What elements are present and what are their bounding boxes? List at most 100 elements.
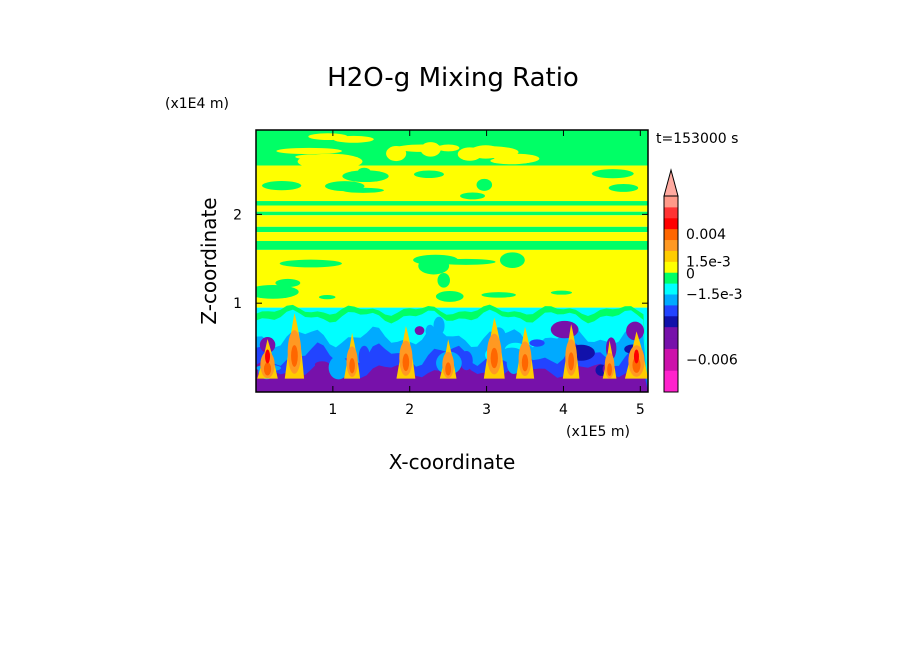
colorbar-segment [664,239,678,251]
colorbar-label: −1.5e-3 [686,287,743,303]
colorbar-segment [664,283,678,295]
colorbar-label: −0.006 [686,352,738,368]
yellow-patch [463,146,519,159]
vortex-curl [328,356,349,380]
vortex-curl [314,361,330,368]
vortex-curl [358,345,370,369]
green-patch [460,192,486,200]
y-axis-label: Z-coordinate [197,197,221,324]
band-stripe [256,201,648,206]
plot-area [256,130,648,392]
vortex-curl [626,321,645,341]
band-stripe [256,215,648,227]
band-stripe [256,241,648,250]
green-blob [275,278,301,288]
colorbar-segment [664,217,678,230]
colorbar-segment [664,261,678,273]
green-patch [342,170,389,183]
time-label: t=153000 s [656,131,738,147]
green-patch [608,183,639,192]
plume-core [607,363,612,376]
y-tick-label: 1 [233,296,242,312]
chart-title: H2O-g Mixing Ratio [327,63,579,93]
y-tick-label: 2 [233,207,242,223]
colorbar-segment [664,381,678,393]
plume-core [490,347,498,369]
plot-frame [255,129,649,393]
plume-red-core [633,349,639,364]
yellow-patch [333,135,374,143]
colorbar: 0.004 1.5e-30 −1.5e-3 −0.006 [663,168,743,393]
x-tick-label: 5 [636,402,645,418]
colorbar-segment [664,359,678,371]
x-units-label: (x1E5 m) [566,424,630,440]
colorbar-segment [664,206,678,219]
colorbar-arrow [663,168,679,197]
plume-core [445,362,452,376]
colorbar-label: 1.5e-3 [686,254,731,270]
y-units-label: (x1E4 m) [165,96,229,112]
yellow-patch [276,147,343,155]
vortex-curl [433,316,445,335]
green-blob [436,258,496,265]
yellow-patch [386,145,407,162]
band-stripe [256,232,648,242]
plume-red-core [265,349,271,364]
colorbar-segment [664,250,678,262]
yellow-patch [396,144,448,152]
band-stripe [256,226,648,233]
plume-core [402,353,410,372]
vortex-curl [550,320,579,339]
colorbar-segment [664,315,678,328]
green-patch [262,181,302,191]
green-blob [435,291,464,302]
band-stripe [256,211,648,216]
green-blob [279,259,342,268]
green-blob [499,252,525,268]
green-patch [476,178,493,191]
plume-core [263,362,272,376]
green-blob [481,292,516,298]
colorbar-frame [663,195,679,393]
colorbar-segment [664,304,678,317]
plume-core [349,358,355,374]
green-blob [437,273,450,288]
green-blob [418,257,450,275]
green-patch [357,167,371,175]
colorbar-segment [664,196,678,208]
vortex-curl [529,339,545,347]
x-tick-label: 1 [328,402,337,418]
vortex-curl [425,324,435,338]
green-blob [256,285,299,299]
x-tick-label: 4 [559,402,568,418]
vortex-curl [506,351,521,375]
plume-core [521,354,529,372]
colorbar-label: 0 [686,266,695,282]
x-axis-label: X-coordinate [389,450,516,474]
colorbar-segment [664,228,678,241]
colorbar-segment [664,370,678,382]
plume-core [568,352,575,371]
plume-core [632,357,641,373]
colorbar-segment [664,326,678,339]
colorbar-label: 0.004 [686,227,726,243]
colorbar-segment [664,272,678,284]
x-tick-label: 3 [482,402,491,418]
green-patch [413,170,444,179]
green-blob [550,290,573,295]
colorbar-segment [664,348,678,360]
green-patch [325,181,365,192]
x-axis: 1 2 3 4 5 [328,130,645,418]
vortex-curl [460,351,473,371]
colorbar-segment [664,337,678,349]
band-stripe [256,205,648,212]
plume-core [291,345,298,367]
green-blob [318,294,336,300]
band-upper-yellow [256,165,648,202]
yellow-patch [295,154,335,160]
vortex-curl [414,326,425,336]
green-patch [591,169,634,179]
y-axis: 12 [233,207,648,312]
x-tick-label: 2 [405,402,414,418]
